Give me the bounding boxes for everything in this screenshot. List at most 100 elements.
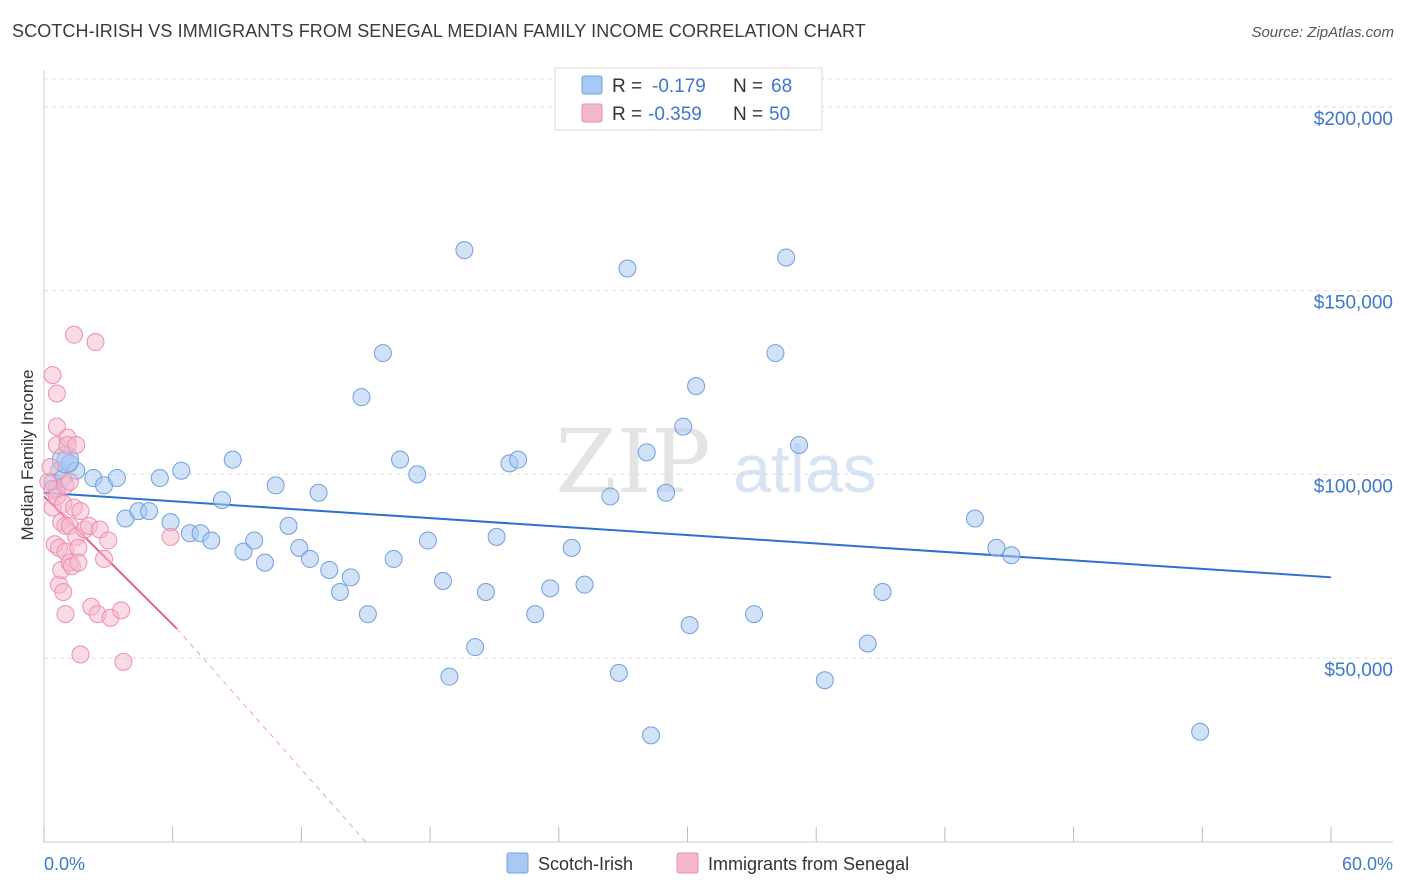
legend-label-scotch-irish: Scotch-Irish — [538, 854, 633, 874]
point-scotch-irish — [279, 516, 298, 535]
legend-n-label-1: N = — [733, 76, 763, 97]
legend-n-value-2: 50 — [769, 104, 790, 125]
source-credit: Source: ZipAtlas.com — [1251, 24, 1394, 41]
point-scotch-irish — [1191, 722, 1210, 741]
point-scotch-irish — [320, 560, 339, 579]
legend-r-value-1: -0.179 — [652, 76, 706, 97]
point-senegal — [95, 549, 114, 568]
point-senegal — [47, 417, 66, 436]
point-scotch-irish — [575, 575, 594, 594]
point-senegal — [86, 333, 105, 352]
y-tick-label: $100,000 — [1314, 476, 1393, 497]
point-scotch-irish — [234, 542, 253, 561]
point-scotch-irish — [140, 502, 159, 521]
point-scotch-irish — [433, 571, 452, 590]
point-senegal — [65, 325, 84, 344]
point-scotch-irish — [674, 417, 693, 436]
point-scotch-irish — [657, 483, 676, 502]
point-scotch-irish — [172, 461, 191, 480]
legend-r-label-2: R = — [612, 104, 642, 125]
gridlines — [44, 78, 1393, 659]
point-scotch-irish — [487, 527, 506, 546]
trend-lines — [43, 491, 1332, 843]
point-scotch-irish — [476, 583, 495, 602]
point-scotch-irish — [391, 450, 410, 469]
data-points — [39, 241, 1210, 745]
point-scotch-irish — [618, 259, 637, 278]
point-scotch-irish — [777, 248, 796, 267]
point-scotch-irish — [766, 344, 785, 363]
correlation-legend: R = -0.179 N = 68 R = -0.359 N = 50 — [554, 67, 823, 131]
point-scotch-irish — [245, 531, 264, 550]
point-scotch-irish — [642, 726, 661, 745]
point-scotch-irish — [300, 549, 319, 568]
point-scotch-irish — [202, 531, 221, 550]
point-scotch-irish — [1002, 546, 1021, 565]
legend-label-senegal: Immigrants from Senegal — [708, 854, 909, 874]
point-senegal — [67, 435, 86, 454]
point-scotch-irish — [455, 241, 474, 260]
point-senegal — [71, 502, 90, 521]
point-scotch-irish — [815, 671, 834, 690]
point-scotch-irish — [987, 538, 1006, 557]
point-scotch-irish — [466, 638, 485, 657]
point-scotch-irish — [526, 605, 545, 624]
point-scotch-irish — [609, 663, 628, 682]
point-scotch-irish — [373, 344, 392, 363]
point-senegal — [47, 384, 66, 403]
point-senegal — [60, 472, 79, 491]
point-scotch-irish — [858, 634, 877, 653]
legend-r-label-1: R = — [612, 76, 642, 97]
point-scotch-irish — [509, 450, 528, 469]
point-scotch-irish — [358, 605, 377, 624]
series-legend: Scotch-Irish Immigrants from Senegal — [506, 852, 909, 874]
y-tick-label: $50,000 — [1324, 660, 1393, 681]
legend-n-value-1: 68 — [771, 76, 792, 97]
point-scotch-irish — [341, 568, 360, 587]
point-scotch-irish — [255, 553, 274, 572]
x-tick-label-right: 60.0% — [1342, 854, 1393, 874]
y-tick-label: $200,000 — [1314, 109, 1393, 130]
point-senegal — [114, 652, 133, 671]
point-scotch-irish — [408, 465, 427, 484]
point-senegal — [56, 605, 75, 624]
axes — [43, 70, 1393, 843]
chart-title: SCOTCH-IRISH VS IMMIGRANTS FROM SENEGAL … — [12, 21, 866, 41]
point-senegal — [41, 458, 60, 477]
point-scotch-irish — [965, 509, 984, 528]
point-scotch-irish — [790, 435, 809, 454]
point-scotch-irish — [601, 487, 620, 506]
point-senegal — [71, 645, 90, 664]
point-senegal — [43, 366, 62, 385]
legend-swatch-senegal — [676, 852, 699, 874]
point-scotch-irish — [541, 579, 560, 598]
point-senegal — [69, 553, 88, 572]
point-senegal — [54, 583, 73, 602]
point-scotch-irish — [418, 531, 437, 550]
point-senegal — [99, 531, 118, 550]
tick-labels: $50,000 $100,000 $150,000 $200,000 0.0% 60.0% — [44, 109, 1393, 874]
trend-line-scotch-irish — [43, 491, 1332, 579]
y-tick-label: $150,000 — [1314, 293, 1393, 314]
point-scotch-irish — [266, 476, 285, 495]
point-scotch-irish — [223, 450, 242, 469]
trend-line-senegal-extension — [176, 628, 367, 843]
point-scotch-irish — [744, 605, 763, 624]
legend-n-label-2: N = — [733, 104, 763, 125]
point-scotch-irish — [150, 469, 169, 488]
legend-swatch-pink — [581, 103, 603, 123]
point-scotch-irish — [637, 443, 656, 462]
point-scotch-irish — [290, 538, 309, 557]
point-scotch-irish — [107, 469, 126, 488]
point-senegal — [161, 527, 180, 546]
point-scotch-irish — [440, 667, 459, 686]
legend-swatch-scotch-irish — [506, 852, 529, 874]
point-scotch-irish — [687, 377, 706, 396]
y-axis-label: Median Family Income — [18, 369, 37, 540]
point-scotch-irish — [331, 583, 350, 602]
legend-swatch-blue — [581, 75, 603, 95]
x-tick-label-left: 0.0% — [44, 854, 85, 874]
point-scotch-irish — [384, 549, 403, 568]
legend-r-value-2: -0.359 — [648, 104, 702, 125]
